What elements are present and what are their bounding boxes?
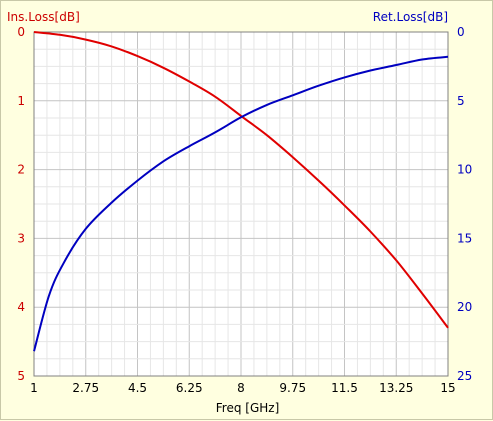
y-right-tick-label: 0 — [457, 25, 465, 39]
y-right-tick-label: 20 — [457, 300, 472, 314]
y-left-tick-label: 1 — [17, 94, 25, 108]
y-left-tick-label: 0 — [17, 25, 25, 39]
x-tick-label: 8 — [237, 381, 245, 395]
x-tick-label: 15 — [440, 381, 455, 395]
series-line-insertion-loss — [33, 31, 449, 329]
x-tick-label: 13.25 — [379, 381, 413, 395]
y-right-tick-label: 25 — [457, 369, 472, 383]
x-tick-label: 4.5 — [128, 381, 147, 395]
y-left-tick-label: 2 — [17, 163, 25, 177]
y-right-tick-label: 10 — [457, 163, 472, 177]
x-tick-label: 11.5 — [331, 381, 358, 395]
plot-frame — [33, 31, 449, 377]
y-left-tick-label: 5 — [17, 369, 25, 383]
y-axis-left-label: Ins.Loss[dB] — [7, 10, 80, 24]
x-tick-label: 1 — [30, 381, 38, 395]
x-axis-label: Freq [GHz] — [215, 401, 280, 415]
x-tick-label: 6.25 — [176, 381, 203, 395]
y-left-tick-label: 3 — [17, 231, 25, 245]
y-right-tick-label: 5 — [457, 94, 465, 108]
y-axis-right-label: Ret.Loss[dB] — [372, 10, 448, 24]
y-left-tick-label: 4 — [17, 300, 25, 314]
x-tick-label: 2.75 — [72, 381, 99, 395]
series-line-return-loss — [33, 55, 449, 352]
x-tick-label: 9.75 — [279, 381, 306, 395]
y-right-tick-label: 15 — [457, 231, 472, 245]
